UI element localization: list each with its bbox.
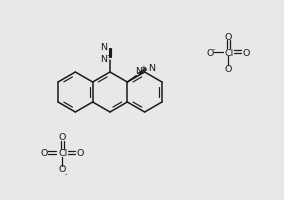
Text: O: O <box>206 48 214 57</box>
Text: O: O <box>224 64 232 73</box>
Text: O: O <box>76 149 84 158</box>
Text: Cl: Cl <box>59 149 68 158</box>
Text: N: N <box>101 54 108 63</box>
Text: O: O <box>40 149 48 158</box>
Text: O: O <box>242 48 250 57</box>
Text: +: + <box>141 64 147 70</box>
Text: Cl: Cl <box>224 48 234 57</box>
Text: N: N <box>149 63 155 72</box>
Text: N: N <box>135 66 143 75</box>
Text: -: - <box>213 46 215 52</box>
Text: O: O <box>58 133 66 142</box>
Text: +: + <box>106 52 112 58</box>
Text: O: O <box>58 165 66 174</box>
Text: O: O <box>224 32 232 41</box>
Text: N: N <box>101 43 108 52</box>
Text: -: - <box>65 170 67 176</box>
